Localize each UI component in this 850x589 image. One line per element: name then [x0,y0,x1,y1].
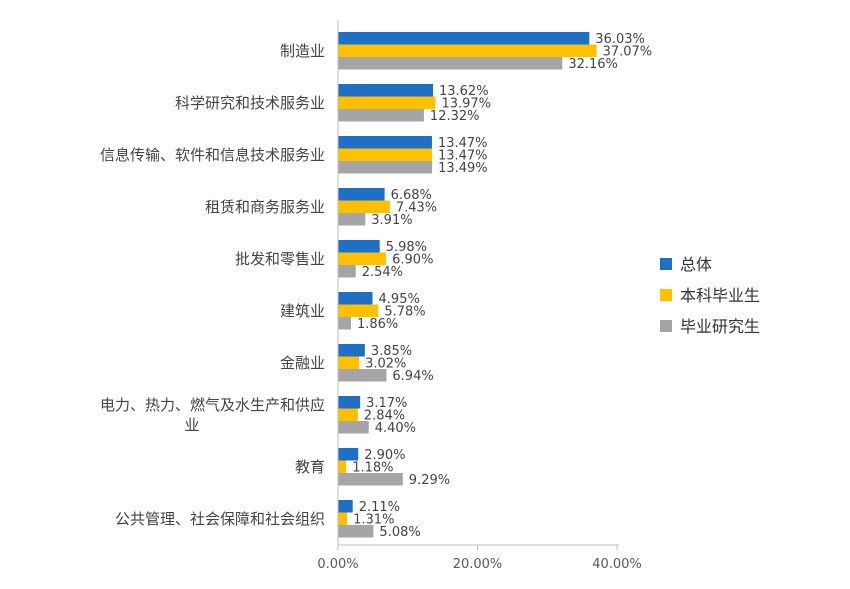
bar-1-series-1 [338,32,590,45]
bar-8-series-2 [338,408,358,421]
data-label: 4.95% [379,292,420,307]
bar-2-series-1 [338,84,433,97]
legend-swatch-1 [660,258,672,270]
legend-label-1: 总体 [680,255,712,274]
data-label: 13.97% [441,97,491,112]
data-label: 13.49% [438,161,488,176]
data-label: 5.98% [386,240,427,255]
bar-7-series-1 [338,344,365,357]
data-label: 36.03% [595,32,645,47]
bar-5-series-1 [338,240,380,253]
category-label: 租赁和商务服务业 [205,198,325,216]
data-label: 3.02% [365,357,406,372]
bar-7-series-3 [338,369,387,382]
data-label: 6.94% [392,369,433,384]
data-label: 9.29% [409,473,450,488]
bar-6-series-2 [338,304,379,317]
legend-label-2: 本科毕业生 [680,286,760,305]
data-label: 2.84% [364,409,405,424]
bar-4-series-2 [338,200,390,213]
legend-swatch-3 [660,320,672,332]
bar-10-series-2 [338,512,348,525]
bar-2-series-3 [338,109,424,122]
category-label: 公共管理、社会保障和社会组织 [115,510,325,528]
data-label: 4.40% [375,421,416,436]
x-tick-label: 0.00% [317,557,358,572]
data-label: 2.54% [362,265,403,280]
x-tick-label: 40.00% [592,557,642,572]
data-label: 13.47% [438,149,488,164]
bar-1-series-2 [338,44,597,57]
data-label: 3.85% [371,344,412,359]
data-label: 5.08% [379,525,420,540]
labels-layer: 36.03%37.07%32.16% 制造业 13.62%13.97%12.32% 科… [100,32,652,540]
bar-1-series-3 [338,57,563,70]
data-label: 13.62% [439,84,489,99]
data-label: 3.17% [366,396,407,411]
bar-5-series-2 [338,252,387,265]
bar-4-series-1 [338,188,385,201]
category-label: 信息传输、软件和信息技术服务业 [100,146,325,164]
data-label: 37.07% [603,45,653,60]
bar-10-series-3 [338,525,374,538]
bar-10-series-1 [338,500,353,513]
bar-3-series-1 [338,136,432,149]
bar-8-series-1 [338,396,361,409]
bar-3-series-2 [338,148,432,161]
bar-6-series-1 [338,292,373,305]
bar-9-series-3 [338,473,403,486]
category-label: 教育 [295,458,325,476]
category-label: 制造业 [280,42,325,60]
data-label: 1.18% [352,461,393,476]
data-label: 3.91% [371,213,412,228]
bar-3-series-3 [338,161,433,174]
category-label: 建筑业 [280,302,325,320]
bar-4-series-3 [338,213,366,226]
legend-swatch-2 [660,289,672,301]
data-label: 2.90% [364,448,405,463]
axis-layer: 0.00% 20.00% 40.00% [317,20,642,572]
category-label: 电力、热力、燃气及水生产和供应 [100,396,325,414]
data-label: 6.68% [391,188,432,203]
category-label: 金融业 [280,354,325,372]
bars-layer [338,32,597,538]
data-label: 2.11% [359,500,400,515]
category-label: 业 [184,416,199,434]
data-label: 12.32% [430,109,480,124]
category-label: 批发和零售业 [235,250,325,268]
bar-8-series-3 [338,421,369,434]
data-label: 6.90% [392,253,433,268]
x-tick-label: 20.00% [453,557,503,572]
bar-9-series-1 [338,448,359,461]
bar-9-series-2 [338,460,347,473]
bar-2-series-2 [338,96,436,109]
data-label: 5.78% [384,305,425,320]
data-label: 32.16% [568,57,618,72]
data-label: 1.86% [357,317,398,332]
legend-label-3: 毕业研究生 [680,317,760,336]
bar-7-series-2 [338,356,360,369]
data-label: 1.31% [353,513,394,528]
category-label: 科学研究和技术服务业 [175,94,325,112]
data-label: 7.43% [396,201,437,216]
bar-6-series-3 [338,317,351,330]
bar-5-series-3 [338,265,356,278]
data-label: 13.47% [438,136,488,151]
